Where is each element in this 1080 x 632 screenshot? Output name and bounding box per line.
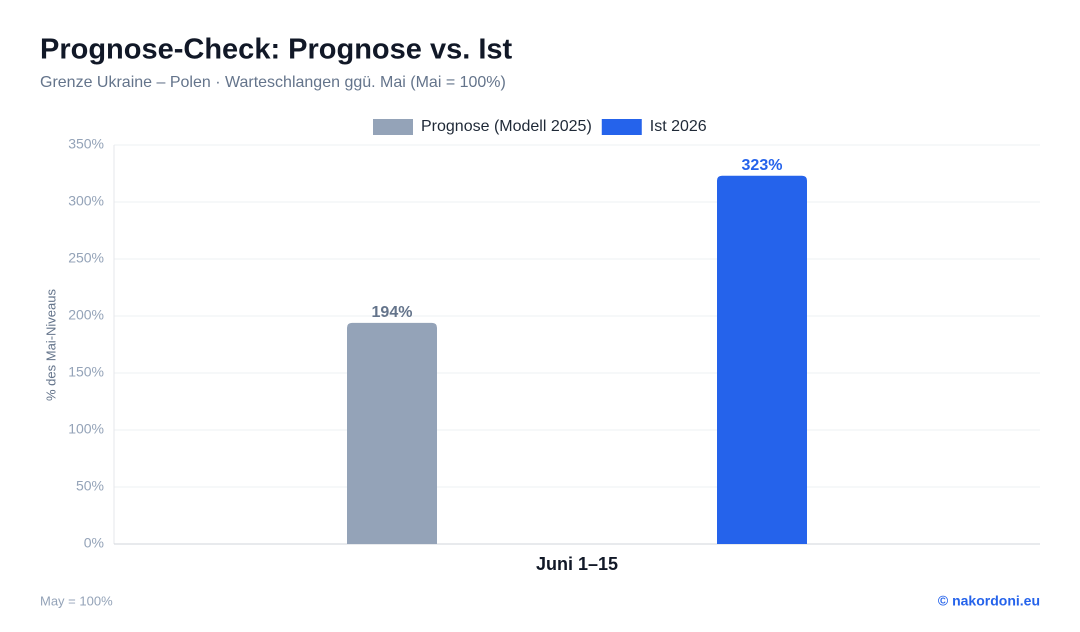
bar xyxy=(717,175,807,544)
x-tick-label: Juni 1–15 xyxy=(536,554,618,574)
source: © nakordoni.eu xyxy=(938,593,1040,609)
value-label: 194% xyxy=(372,304,413,321)
legend-label: Prognose (Modell 2025) xyxy=(421,118,592,135)
y-tick-label: 150% xyxy=(68,364,104,380)
chart-title: Prognose-Check: Prognose vs. Ist xyxy=(40,34,513,66)
y-tick-label: 300% xyxy=(68,193,104,209)
y-axis-label: % des Mai-Niveaus xyxy=(43,289,58,401)
y-tick-label: 350% xyxy=(68,136,104,152)
y-tick-label: 0% xyxy=(84,535,104,551)
value-label: 323% xyxy=(742,157,783,174)
y-tick-label: 250% xyxy=(68,250,104,266)
chart-subtitle: Grenze Ukraine – Polen · Warteschlangen … xyxy=(40,74,506,91)
legend-label: Ist 2026 xyxy=(650,118,707,135)
footer-note: May = 100% xyxy=(40,593,113,608)
bar xyxy=(347,322,437,544)
y-tick-label: 200% xyxy=(68,307,104,323)
legend-swatch xyxy=(373,119,413,135)
legend-swatch xyxy=(601,119,642,135)
y-tick-label: 50% xyxy=(76,478,104,494)
y-tick-label: 100% xyxy=(68,421,104,437)
